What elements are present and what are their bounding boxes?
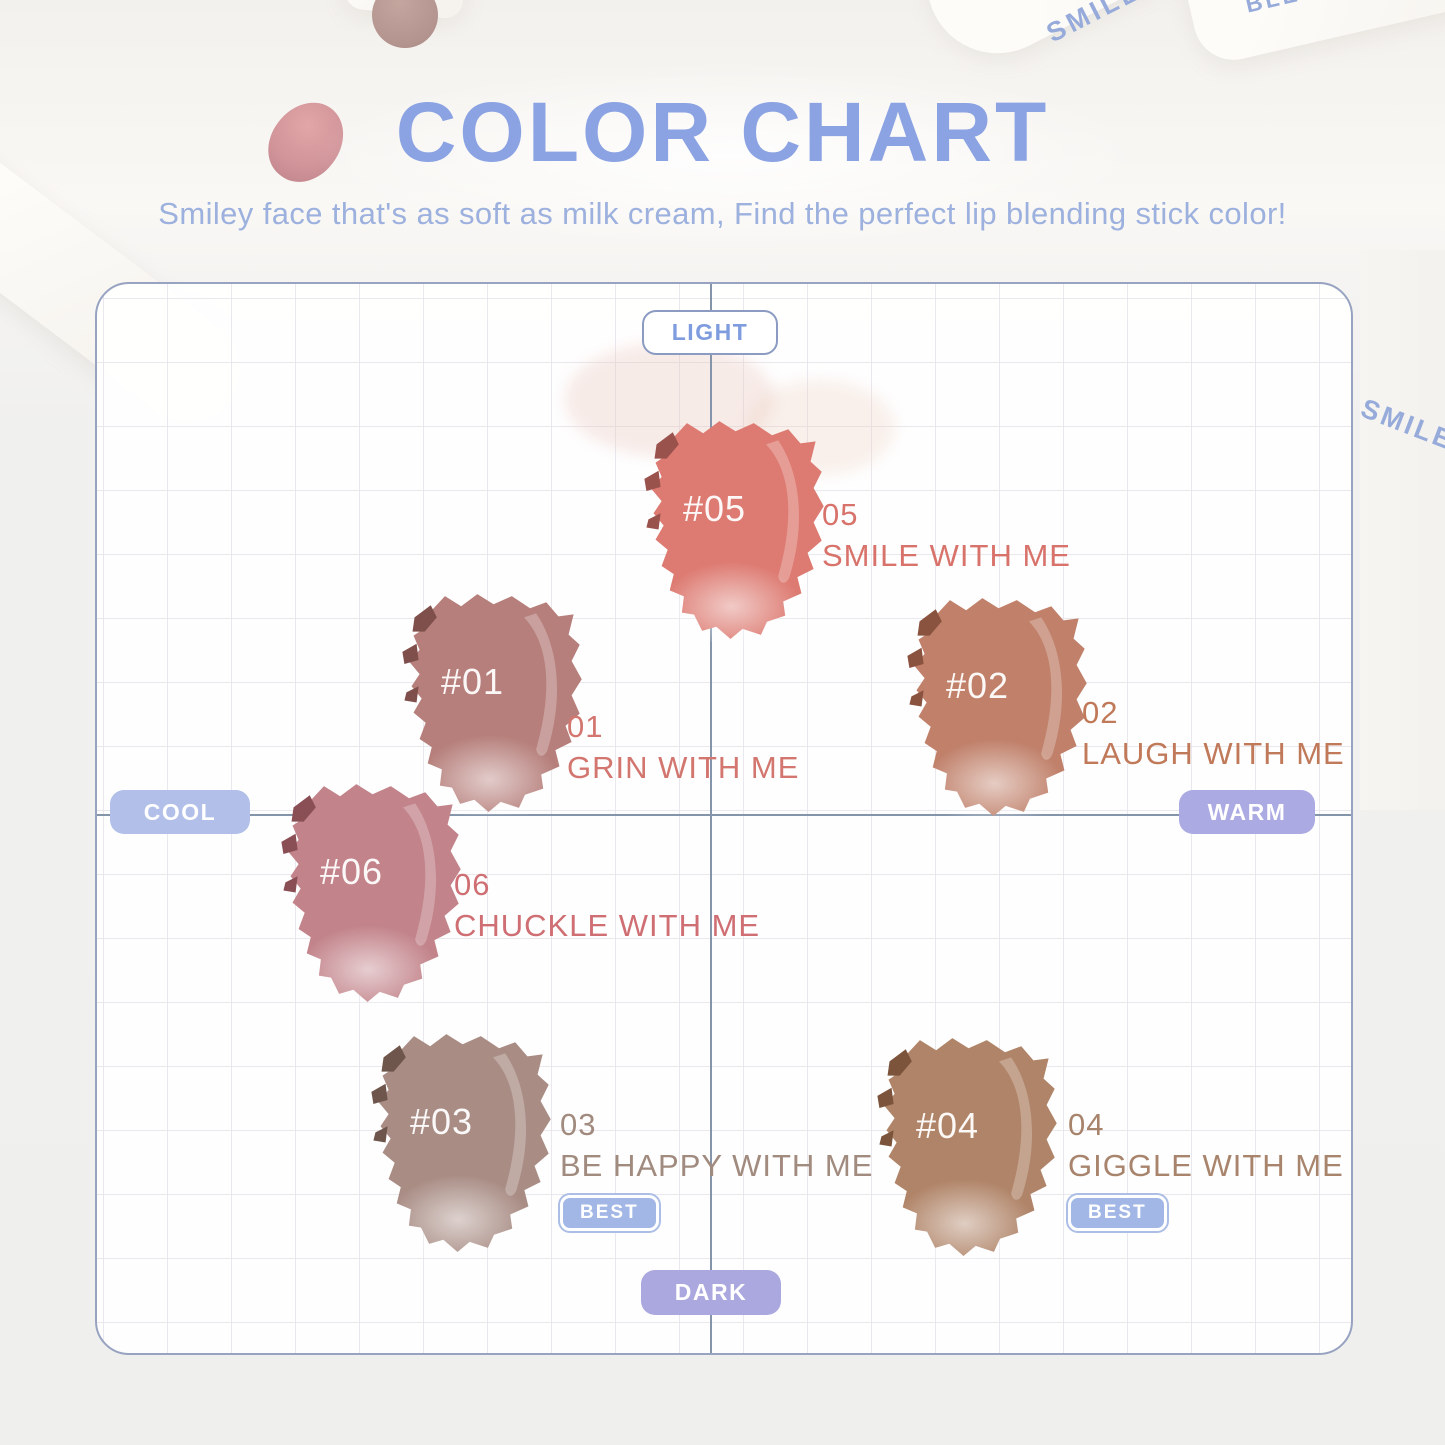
- shade-label-05: 05 SMILE WITH ME: [822, 499, 1071, 571]
- shade-label-01: 01 GRIN WITH ME: [567, 711, 799, 783]
- axis-label-warm: WARM: [1179, 790, 1315, 834]
- shade-name: GIGGLE WITH ME: [1068, 1148, 1344, 1183]
- background-glow: [310, 60, 1150, 250]
- swatch-number-overlay: #06: [320, 851, 384, 892]
- shade-name: GRIN WITH ME: [567, 750, 800, 785]
- shade-name: BE HAPPY WITH ME: [560, 1148, 874, 1183]
- vertical-axis-line: [710, 284, 712, 1353]
- shade-number: 04: [1068, 1107, 1105, 1142]
- shade-number: 06: [454, 867, 491, 902]
- lip-stick-tube-image: [1177, 0, 1445, 68]
- shade-label-02: 02 LAUGH WITH ME: [1082, 697, 1345, 769]
- lipstick-smear-shape: [402, 594, 582, 825]
- swatch-number-overlay: #02: [946, 665, 1010, 706]
- shade-number: 05: [822, 497, 859, 532]
- lipstick-smear-shape: [877, 1038, 1057, 1269]
- color-chart-panel: LIGHT COOL WARM DARK #05 #01: [95, 282, 1353, 1355]
- page-subtitle: Smiley face that's as soft as milk cream…: [158, 196, 1287, 231]
- axis-label-dark: DARK: [641, 1270, 781, 1315]
- swatch-06: #06: [264, 777, 469, 1015]
- swatch-04: #04: [860, 1031, 1065, 1269]
- swatch-01: #01: [385, 587, 590, 825]
- axis-label-light: LIGHT: [642, 310, 778, 355]
- swatch-number-overlay: #05: [683, 488, 747, 529]
- axis-label-cool: COOL: [110, 790, 250, 834]
- page-title: COLOR CHART: [395, 85, 1050, 179]
- shade-name: LAUGH WITH ME: [1082, 736, 1345, 771]
- lip-stick-tip-taupe: [372, 0, 438, 48]
- swatch-05: #05: [627, 414, 832, 652]
- shade-label-04: 04 GIGGLE WITH ME BEST: [1068, 1109, 1344, 1231]
- horizontal-axis-line: [97, 814, 1351, 816]
- swatch-03: #03: [354, 1027, 559, 1265]
- lipstick-smear-shape: [371, 1034, 551, 1265]
- lipstick-smear-shape: [644, 421, 824, 652]
- lipstick-smear-shape: [907, 598, 1087, 829]
- swatch-02: #02: [890, 591, 1095, 829]
- best-badge: BEST: [1068, 1195, 1167, 1231]
- lip-stick-tube-image: [1360, 250, 1445, 810]
- shade-label-03: 03 BE HAPPY WITH ME BEST: [560, 1109, 873, 1231]
- swatch-number-overlay: #03: [410, 1101, 474, 1142]
- brand-word: SMILEY: [1041, 0, 1166, 49]
- shade-number: 02: [1082, 695, 1119, 730]
- shade-number: 01: [567, 709, 604, 744]
- swatch-number-overlay: #04: [916, 1105, 980, 1146]
- lipstick-smear-shape: [281, 784, 461, 1015]
- best-badge: BEST: [560, 1195, 659, 1231]
- shade-number: 03: [560, 1107, 597, 1142]
- shade-name: CHUCKLE WITH ME: [454, 908, 761, 943]
- swatch-number-overlay: #01: [441, 661, 505, 702]
- shade-label-06: 06 CHUCKLE WITH ME: [454, 869, 760, 941]
- shade-name: SMILE WITH ME: [822, 538, 1071, 573]
